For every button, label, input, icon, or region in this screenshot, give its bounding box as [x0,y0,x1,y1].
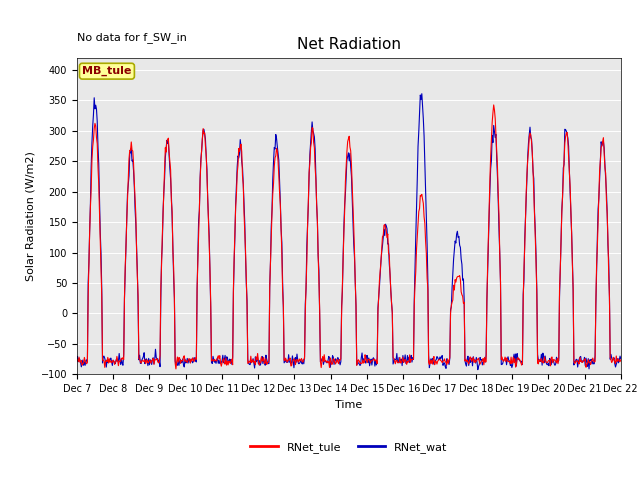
RNet_wat [223,354,230,360]
Legend: RNet_tule, RNet_wat: RNet_tule, RNet_wat [245,438,452,457]
Y-axis label: Solar Radiation (W/m2): Solar Radiation (W/m2) [25,151,35,281]
RNet_wat [474,367,482,372]
RNet_tule [172,366,180,372]
RNet_tule [223,359,231,364]
X-axis label: Time: Time [335,400,362,409]
RNet_wat [194,253,202,259]
RNet_wat [418,91,426,96]
RNet_wat [431,358,439,363]
RNet_tule [431,358,439,364]
Line: RNet_wat: RNet_wat [77,94,621,370]
Text: No data for f_SW_in: No data for f_SW_in [77,32,187,43]
RNet_tule [416,205,424,211]
RNet_tule [139,358,147,363]
RNet_tule [617,357,625,363]
RNet_wat [415,129,422,134]
Text: MB_tule: MB_tule [83,66,132,76]
RNet_wat [73,359,81,364]
RNet_tule [195,232,202,238]
RNet_tule [83,361,90,367]
RNet_wat [617,356,625,361]
Line: RNet_tule: RNet_tule [77,105,621,369]
RNet_tule [73,357,81,363]
RNet_tule [490,102,497,108]
Title: Net Radiation: Net Radiation [297,37,401,52]
RNet_wat [83,357,90,363]
RNet_wat [139,356,147,361]
